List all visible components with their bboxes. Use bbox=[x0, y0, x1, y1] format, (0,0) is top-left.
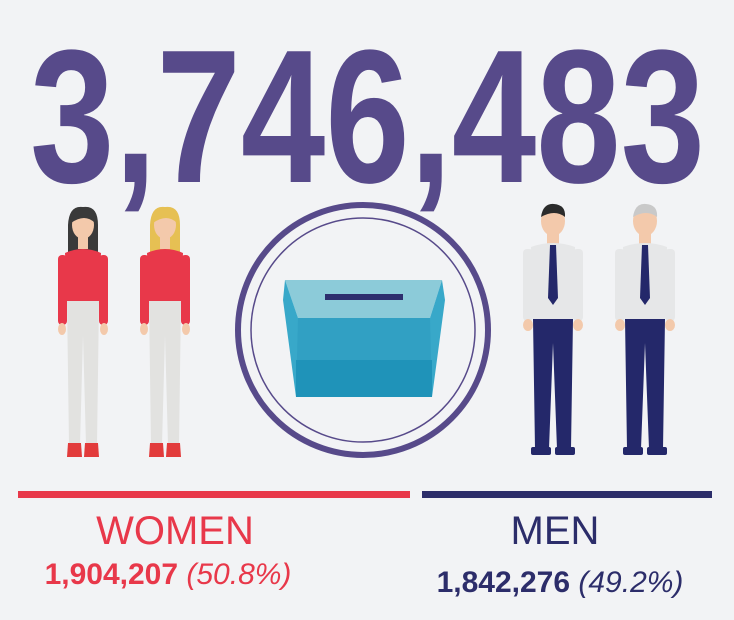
men-stats: 1,842,276 (49.2%) bbox=[437, 566, 684, 599]
men-figures bbox=[523, 203, 675, 455]
women-label: WOMEN bbox=[96, 509, 254, 553]
men-label: MEN bbox=[511, 509, 600, 553]
ballot-box bbox=[235, 202, 491, 458]
women-figures bbox=[58, 206, 190, 457]
men-count: 1,842,276 bbox=[437, 566, 570, 599]
total-number: 3,746,483 bbox=[30, 11, 705, 223]
men-bar bbox=[422, 491, 712, 498]
women-share: (50.8%) bbox=[186, 558, 291, 591]
men-share: (49.2%) bbox=[578, 566, 683, 599]
women-count: 1,904,207 bbox=[45, 558, 178, 591]
women-bar bbox=[18, 491, 410, 498]
women-stats: 1,904,207 (50.8%) bbox=[45, 558, 292, 591]
